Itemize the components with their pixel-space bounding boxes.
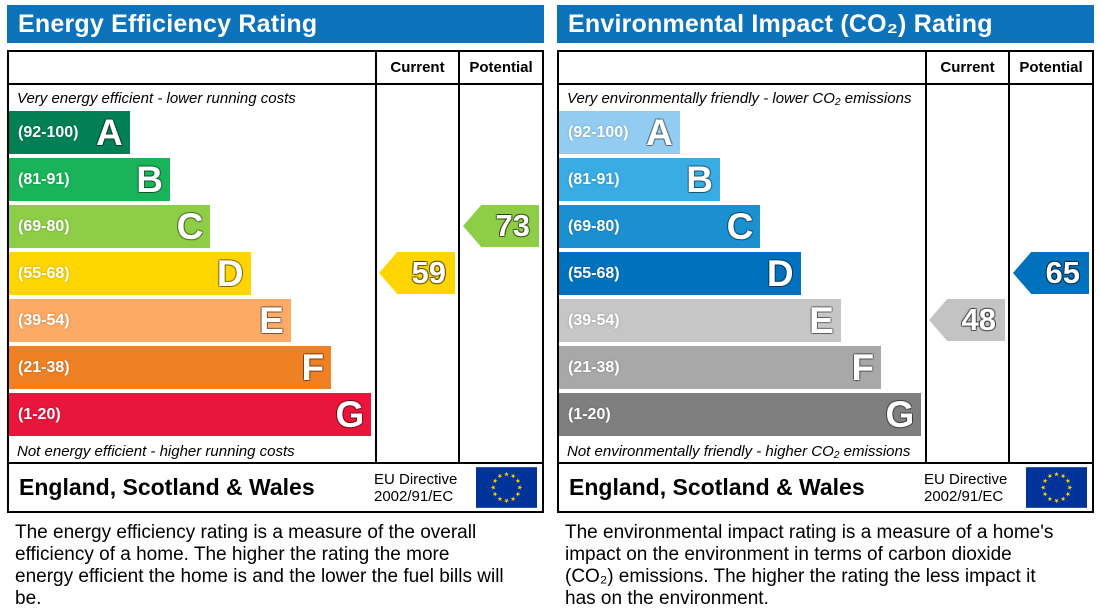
band-range-label: (92-100): [18, 123, 79, 141]
environmental-band-c: (69-80) C: [559, 205, 761, 248]
environmental-current-value: 48: [961, 302, 996, 337]
environmental-rating-table: Current Potential Very environmentally f…: [557, 50, 1094, 513]
environmental-band-b: (81-91) B: [559, 158, 721, 201]
energy-band-c: (69-80) C: [9, 205, 211, 248]
eu-flag-icon: [1026, 467, 1087, 508]
energy-current-column: 59: [375, 85, 458, 462]
band-range-label: (21-38): [18, 358, 70, 376]
environmental-current-arrow: 48: [929, 299, 1005, 341]
band-letter: G: [885, 393, 915, 435]
energy-band-a: (92-100) A: [9, 111, 130, 154]
band-letter: B: [136, 158, 164, 200]
environmental-top-note: Very environmentally friendly - lower CO…: [567, 90, 912, 107]
environmental-bottom-note: Not environmentally friendly - higher CO…: [567, 443, 911, 460]
energy-band-f: (21-38) F: [9, 346, 332, 389]
environmental-band-f: (21-38) F: [559, 346, 882, 389]
energy-panel-title: Energy Efficiency Rating: [7, 5, 544, 43]
band-letter: A: [646, 111, 673, 153]
environmental-description: The environmental impact rating is a mea…: [565, 522, 1054, 609]
band-range-label: (1-20): [18, 405, 61, 423]
band-range-label: (81-91): [18, 170, 70, 188]
energy-current-arrow: 59: [379, 252, 455, 294]
band-range-label: (55-68): [18, 264, 70, 282]
environmental-band-d: (55-68) D: [559, 252, 801, 295]
band-range-label: (21-38): [568, 358, 620, 376]
energy-band-e: (39-54) E: [9, 299, 291, 342]
energy-directive-label: EU Directive 2002/91/EC: [374, 470, 458, 505]
environmental-band-e: (39-54) E: [559, 299, 841, 342]
energy-description: The energy efficiency rating is a measur…: [15, 522, 504, 609]
energy-potential-arrow: 73: [463, 205, 539, 247]
energy-region-label: England, Scotland & Wales: [19, 474, 315, 500]
environmental-potential-header: Potential: [1008, 52, 1092, 85]
environmental-bands-header-spacer: [559, 52, 925, 85]
energy-footer: England, Scotland & Wales EU Directive 2…: [9, 462, 542, 511]
band-range-label: (92-100): [568, 123, 629, 141]
energy-potential-column: 73: [458, 85, 542, 462]
environmental-region-label: England, Scotland & Wales: [569, 474, 865, 500]
band-letter: A: [96, 111, 123, 153]
energy-rating-table: Current Potential Very energy efficient …: [7, 50, 544, 513]
band-letter: B: [686, 158, 714, 200]
band-letter: F: [301, 346, 325, 388]
energy-current-header: Current: [375, 52, 458, 85]
energy-bands-header-spacer: [9, 52, 375, 85]
band-letter: C: [726, 205, 754, 247]
energy-potential-header: Potential: [458, 52, 542, 85]
band-range-label: (81-91): [568, 170, 620, 188]
environmental-footer: England, Scotland & Wales EU Directive 2…: [559, 462, 1092, 511]
energy-top-note: Very energy efficient - lower running co…: [17, 90, 296, 107]
band-range-label: (1-20): [568, 405, 611, 423]
band-range-label: (69-80): [18, 217, 70, 235]
energy-current-value: 59: [411, 255, 446, 290]
band-range-label: (55-68): [568, 264, 620, 282]
eu-flag-icon: [476, 467, 537, 508]
environmental-impact-panel: Environmental Impact (CO₂) Rating Curren…: [557, 5, 1094, 610]
band-letter: C: [176, 205, 204, 247]
band-letter: E: [809, 299, 834, 341]
energy-band-d: (55-68) D: [9, 252, 251, 295]
environmental-potential-arrow: 65: [1013, 252, 1089, 294]
environmental-panel-title: Environmental Impact (CO₂) Rating: [557, 5, 1094, 43]
environmental-current-header: Current: [925, 52, 1008, 85]
environmental-potential-value: 65: [1045, 255, 1080, 290]
environmental-bands: (92-100) A (81-91) B (69-80) C (55-68) D: [559, 111, 925, 436]
band-range-label: (39-54): [18, 311, 70, 329]
energy-band-g: (1-20) G: [9, 393, 372, 436]
energy-bottom-note: Not energy efficient - higher running co…: [17, 443, 295, 460]
band-letter: F: [851, 346, 875, 388]
energy-band-area: Very energy efficient - lower running co…: [9, 85, 375, 462]
energy-bands: (92-100) A (81-91) B (69-80) C (55-68) D: [9, 111, 375, 436]
band-letter: D: [766, 252, 794, 294]
environmental-current-column: 48: [925, 85, 1008, 462]
energy-potential-value: 73: [495, 208, 530, 243]
environmental-band-g: (1-20) G: [559, 393, 922, 436]
band-letter: D: [216, 252, 244, 294]
energy-efficiency-panel: Energy Efficiency Rating Current Potenti…: [7, 5, 544, 610]
environmental-band-a: (92-100) A: [559, 111, 680, 154]
environmental-potential-column: 65: [1008, 85, 1092, 462]
environmental-directive-label: EU Directive 2002/91/EC: [924, 470, 1008, 505]
energy-band-b: (81-91) B: [9, 158, 171, 201]
environmental-band-area: Very environmentally friendly - lower CO…: [559, 85, 925, 462]
band-letter: G: [335, 393, 365, 435]
band-range-label: (39-54): [568, 311, 620, 329]
band-letter: E: [259, 299, 284, 341]
band-range-label: (69-80): [568, 217, 620, 235]
